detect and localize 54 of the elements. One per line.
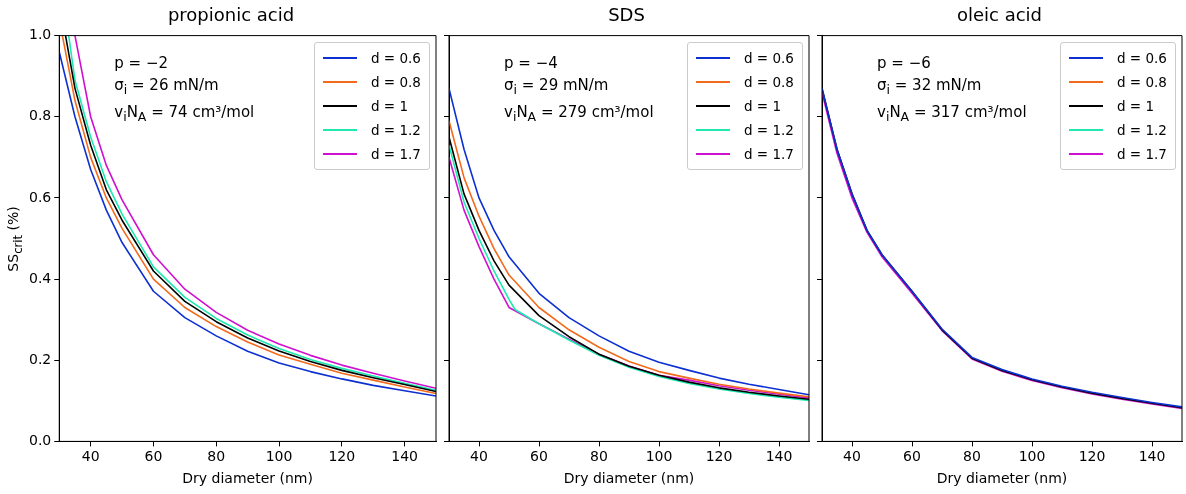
legend-label: d = 0.8 bbox=[744, 73, 794, 90]
annotation: v$_{i}$N$_{A}$ = 279 cm³/mol bbox=[504, 101, 654, 126]
x-tick-label: 120 bbox=[1078, 448, 1106, 465]
legend-label: d = 1 bbox=[1117, 97, 1155, 114]
chart-title: SDS bbox=[608, 4, 645, 26]
x-tick-label: 140 bbox=[391, 448, 418, 465]
legend-label: d = 0.6 bbox=[371, 49, 421, 66]
x-axis-title: Dry diameter (nm) bbox=[563, 470, 695, 487]
annotation: p = −6 bbox=[877, 52, 932, 74]
legend-label: d = 1 bbox=[744, 97, 782, 114]
legend-label: d = 0.8 bbox=[1117, 73, 1167, 90]
annotation: v$_{i}$N$_{A}$ = 317 cm³/mol bbox=[877, 101, 1027, 126]
legend-label: d = 1.7 bbox=[1117, 145, 1167, 162]
x-tick-label: 120 bbox=[328, 448, 356, 465]
x-tick-label: 100 bbox=[1018, 448, 1046, 465]
legend-label: d = 0.6 bbox=[1117, 49, 1167, 66]
annotation: p = −2 bbox=[114, 52, 169, 74]
chart-title: propionic acid bbox=[167, 4, 295, 26]
y-tick-label: 1.0 bbox=[29, 26, 52, 43]
x-axis-title: Dry diameter (nm) bbox=[182, 470, 313, 487]
x-tick-label: 100 bbox=[265, 448, 293, 465]
x-tick-label: 80 bbox=[590, 448, 608, 465]
x-tick-label: 40 bbox=[843, 448, 861, 465]
y-tick-label: 0.6 bbox=[29, 188, 52, 205]
x-tick-label: 100 bbox=[645, 448, 673, 465]
legend-label: d = 1.2 bbox=[1117, 121, 1167, 138]
x-tick-label: 120 bbox=[705, 448, 733, 465]
y-tick-label: 0.4 bbox=[29, 269, 52, 286]
y-tick-label: 0.2 bbox=[29, 350, 52, 367]
x-tick-label: 60 bbox=[903, 448, 921, 465]
x-axis-title: Dry diameter (nm) bbox=[936, 470, 1068, 487]
y-tick-label: 0.8 bbox=[29, 107, 52, 124]
x-tick-label: 60 bbox=[144, 448, 163, 465]
x-tick-label: 140 bbox=[765, 448, 793, 465]
legend-label: d = 1.7 bbox=[371, 145, 421, 162]
x-tick-label: 80 bbox=[207, 448, 226, 465]
y-tick-label: 0.0 bbox=[29, 432, 52, 449]
x-tick-label: 60 bbox=[530, 448, 548, 465]
x-tick-label: 80 bbox=[963, 448, 981, 465]
annotation: p = −4 bbox=[504, 52, 559, 74]
legend-label: d = 0.8 bbox=[371, 73, 421, 90]
annotation: v$_{i}$N$_{A}$ = 74 cm³/mol bbox=[114, 101, 255, 126]
x-tick-label: 40 bbox=[81, 448, 100, 465]
legend-label: d = 1 bbox=[371, 97, 409, 114]
legend-label: d = 1.2 bbox=[744, 121, 794, 138]
annotation: σ$_{i}$ = 29 mN/m bbox=[504, 74, 610, 99]
legend-label: d = 0.6 bbox=[744, 49, 794, 66]
chart-title: oleic acid bbox=[956, 4, 1043, 26]
x-tick-label: 40 bbox=[470, 448, 488, 465]
legend-label: d = 1.2 bbox=[371, 121, 421, 138]
legend-label: d = 1.7 bbox=[744, 145, 794, 162]
annotation: σ$_{i}$ = 32 mN/m bbox=[877, 74, 983, 99]
x-tick-label: 140 bbox=[1138, 448, 1166, 465]
annotation: σ$_{i}$ = 26 mN/m bbox=[114, 74, 220, 99]
